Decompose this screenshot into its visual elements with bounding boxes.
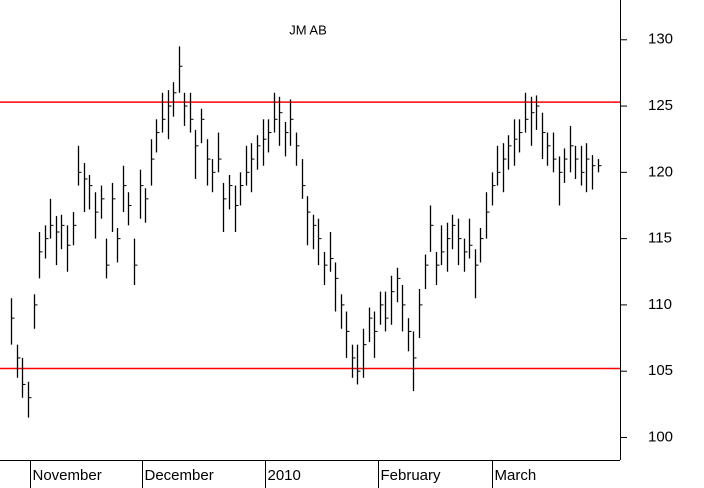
x-tick-label: December (145, 467, 214, 484)
x-tick-label: November (33, 467, 102, 484)
x-tick-label: 2010 (268, 467, 301, 484)
x-tick-label: February (381, 467, 442, 484)
chart-title: JM AB (289, 22, 327, 37)
y-tick-label: 125 (648, 97, 673, 114)
y-tick-label: 110 (648, 296, 672, 313)
y-tick-label: 120 (648, 163, 673, 180)
y-tick-label: 130 (648, 31, 673, 48)
x-tick-label: March (495, 467, 537, 484)
y-tick-label: 115 (648, 230, 672, 247)
y-tick-label: 100 (648, 428, 673, 445)
y-tick-label: 105 (648, 362, 673, 379)
